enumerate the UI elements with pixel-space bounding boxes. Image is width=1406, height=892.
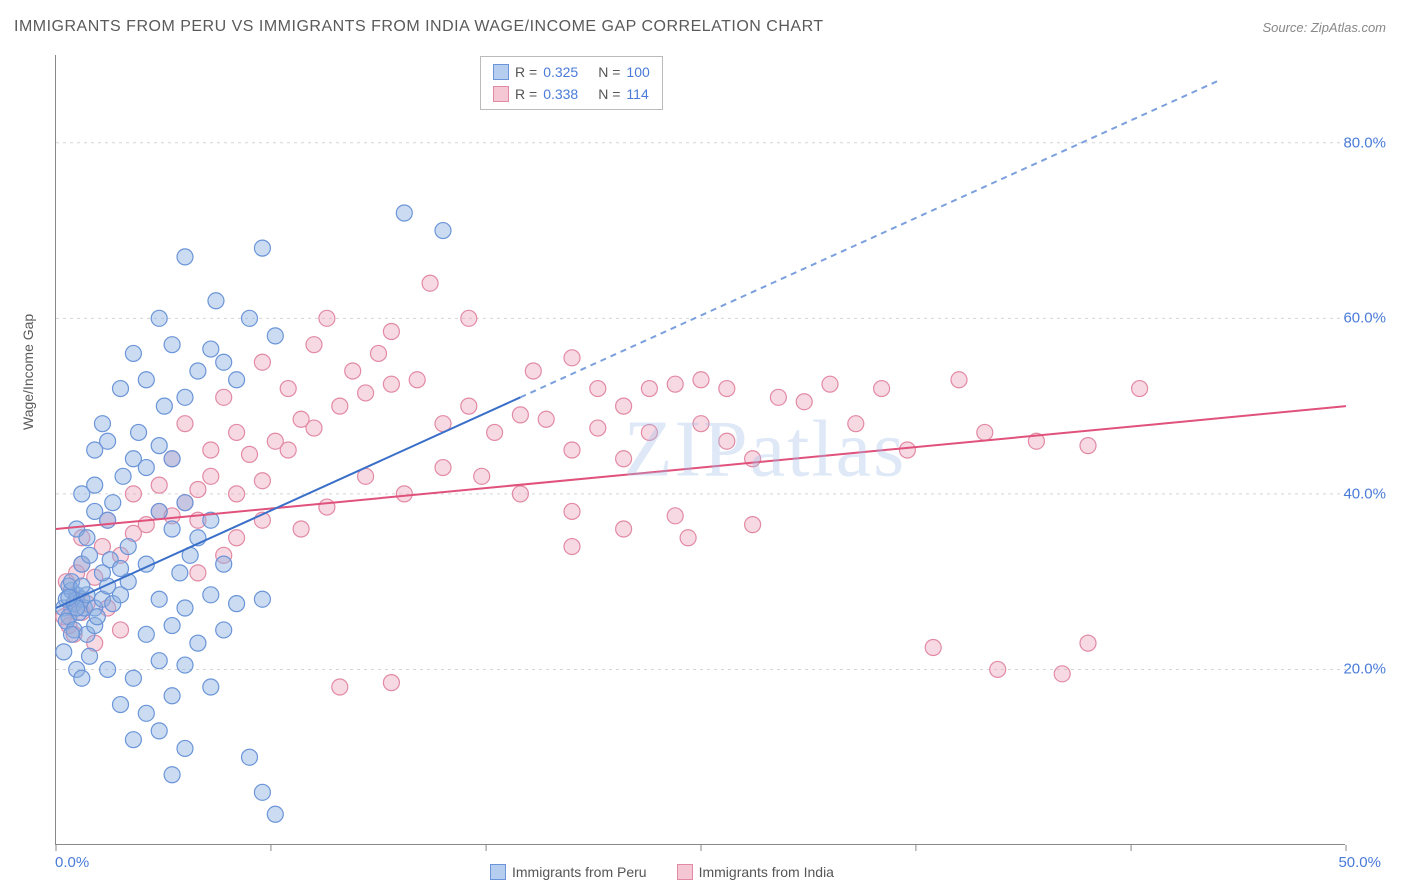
r-value: 0.338 <box>543 83 578 105</box>
y-axis-label: Wage/Income Gap <box>20 314 36 430</box>
n-label: N = <box>598 61 620 83</box>
n-label: N = <box>598 83 620 105</box>
y-tick-label: 80.0% <box>1343 134 1386 151</box>
plot-svg <box>56 55 1345 844</box>
legend-series: Immigrants from Peru Immigrants from Ind… <box>490 864 834 880</box>
plot-area: ZIPatlas <box>55 55 1345 845</box>
x-tick-max: 50.0% <box>1338 854 1381 871</box>
legend-correlation: R = 0.325 N = 100 R = 0.338 N = 114 <box>480 56 663 110</box>
x-tick-min: 0.0% <box>55 854 89 871</box>
r-label: R = <box>515 61 537 83</box>
swatch-india-icon <box>493 86 509 102</box>
y-tick-label: 20.0% <box>1343 661 1386 678</box>
swatch-peru-icon <box>493 64 509 80</box>
chart-title: IMMIGRANTS FROM PERU VS IMMIGRANTS FROM … <box>14 18 824 36</box>
legend-row-peru: R = 0.325 N = 100 <box>493 61 650 83</box>
r-label: R = <box>515 83 537 105</box>
n-value: 114 <box>626 83 648 105</box>
swatch-peru-icon <box>490 864 506 880</box>
r-value: 0.325 <box>543 61 578 83</box>
series-label: Immigrants from Peru <box>512 864 647 880</box>
n-value: 100 <box>626 61 649 83</box>
series-peru: Immigrants from Peru <box>490 864 647 880</box>
series-india: Immigrants from India <box>677 864 834 880</box>
series-label: Immigrants from India <box>699 864 834 880</box>
y-tick-label: 60.0% <box>1343 310 1386 327</box>
source-label: Source: ZipAtlas.com <box>1262 20 1386 35</box>
swatch-india-icon <box>677 864 693 880</box>
legend-row-india: R = 0.338 N = 114 <box>493 83 650 105</box>
y-tick-label: 40.0% <box>1343 485 1386 502</box>
